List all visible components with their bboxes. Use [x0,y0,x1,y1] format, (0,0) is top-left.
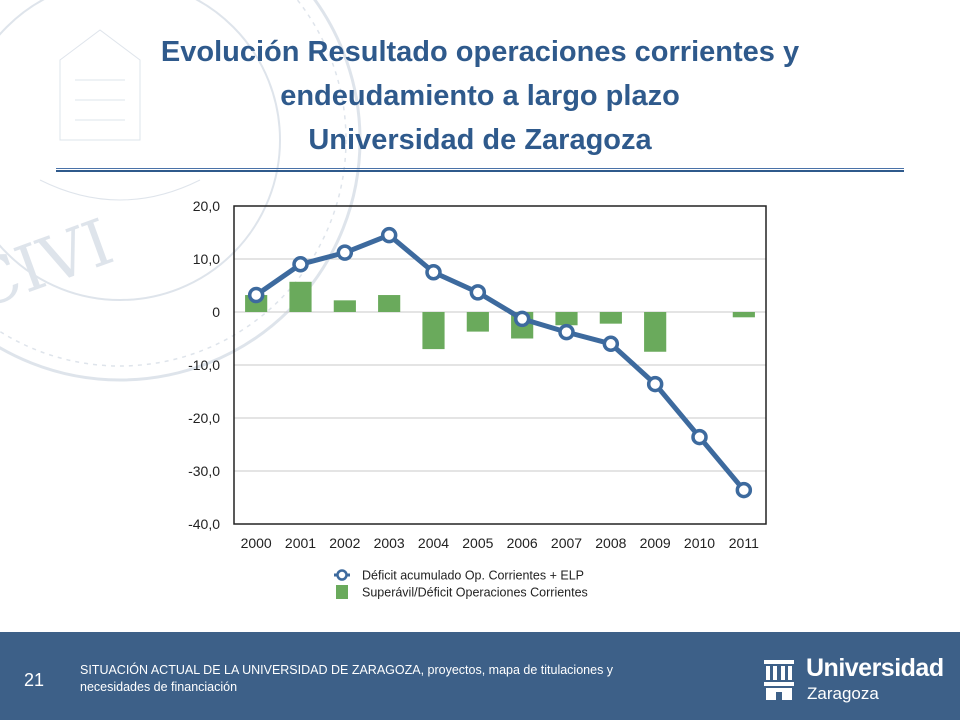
bar-2001 [289,281,312,312]
x-tick-label: 2005 [462,535,493,551]
y-tick-labels: 20,0 10,0 0 -10,0 -20,0 -30,0 -40,0 [188,198,220,532]
bar-2005 [466,312,489,332]
line-series [247,226,753,499]
y-tick-label: -40,0 [188,516,220,532]
x-tick-label: 2003 [374,535,405,551]
x-tick-label: 2000 [241,535,272,551]
line-point-2010 [691,428,708,446]
bar-2008 [599,312,622,324]
line-path [254,232,746,492]
y-tick-label: -20,0 [188,410,220,426]
bar-2011 [732,312,755,318]
x-tick-label: 2008 [595,535,626,551]
line-point-2009 [646,375,664,393]
footer-text: SITUACIÓN ACTUAL DE LA UNIVERSIDAD DE ZA… [80,662,640,696]
plot-frame [233,205,767,525]
logo-building-icon [764,660,794,700]
bar-2007 [555,312,578,326]
x-tick-label: 2006 [507,535,538,551]
line-point-2011 [735,481,753,499]
slide-title: Evolución Resultado operaciones corrient… [60,30,900,162]
x-tick-label: 2011 [729,535,759,551]
title-line-1: Evolución Resultado operaciones corrient… [160,36,800,68]
footer-line-1: SITUACIÓN ACTUAL DE LA UNIVERSIDAD DE ZA… [80,663,614,677]
y-tick-label: -10,0 [188,357,220,373]
line-point-2006 [513,310,531,328]
legend-label-line: Déficit acumulado Op. Corrientes + ELP [362,569,584,583]
logo-name: Universidad [806,654,944,682]
x-tick-label: 2007 [551,535,582,551]
title-line-3: Universidad de Zaragoza [308,124,652,156]
bar-series [245,281,755,352]
x-tick-label: 2001 [285,535,316,551]
bar-2002 [333,300,356,312]
logo-city: Zaragoza [807,684,879,703]
legend-label-bar: Superávil/Déficit Operaciones Corrientes [362,586,588,600]
university-logo: Universidad Zaragoza [762,652,944,708]
combo-chart: 20,010,00-10,0-20,0-30,0-40,0 2000 2001 20… [188,198,767,600]
x-tick-labels: 2000 2001 2002 2003 2004 2005 2006 2007 2008 2009… [241,535,760,551]
svg-text:CIVI: CIVI [0,206,122,325]
legend-bar-swatch [336,585,348,599]
grid-lines [234,205,766,525]
line-point-2005 [469,284,487,301]
x-tick-label: 2004 [418,535,449,551]
legend: Déficit acumulado Op. Corrientes + ELP Su… [334,569,588,600]
title-divider [56,168,904,172]
y-tick-label: 20,0 [193,198,220,214]
bar-2009 [644,312,667,352]
legend-line-marker [336,569,348,581]
y-tick-label: 10,0 [193,251,220,267]
x-tick-label: 2010 [684,535,715,551]
line-point-2002 [336,244,354,261]
bar-2004 [422,312,445,350]
footer-line-2: necesidades de financiación [80,680,238,694]
line-point-2001 [292,256,309,273]
line-point-2003 [380,226,398,244]
title-line-2: endeudamiento a largo plazo [280,80,680,112]
line-point-2000 [247,286,265,304]
y-tick-label: 0 [212,304,220,320]
footer-bar: 21 SITUACIÓN ACTUAL DE LA UNIVERSIDAD DE… [0,632,960,720]
line-point-2008 [602,335,620,353]
y-tick-label: -30,0 [188,463,220,479]
x-tick-label: 2002 [329,535,360,551]
page-number: 21 [24,670,45,690]
university-seal-watermark: CIVI [0,0,362,382]
x-tick-label: 2009 [640,535,671,551]
bar-2003 [378,295,401,312]
line-point-2007 [558,323,575,341]
line-point-2004 [425,264,442,281]
